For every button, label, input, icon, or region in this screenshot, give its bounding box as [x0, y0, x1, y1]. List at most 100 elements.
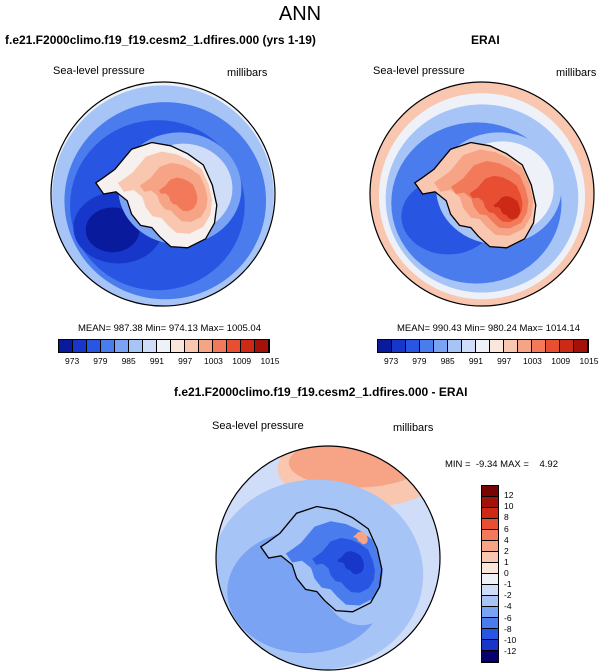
diff-colorbar-tick-label: 12	[504, 490, 514, 501]
obs-colorbar-color-swatch	[490, 340, 504, 352]
obs-colorbar-color-swatch	[532, 340, 546, 352]
model-panel-title: f.e21.F2000climo.f19_f19.cesm2_1.dfires.…	[5, 33, 316, 47]
diff-colorbar-color-swatch	[482, 629, 498, 640]
model-colorbar-color-swatch	[101, 340, 115, 352]
diff-colorbar-tick-label: -1	[504, 579, 512, 590]
diff-colorbar-tick-label: 2	[504, 545, 509, 556]
model-colorbar-color-swatch	[87, 340, 101, 352]
model-colorbar-tick-label: 979	[93, 356, 108, 366]
model-colorbar-color-swatch	[157, 340, 171, 352]
obs-units-label: millibars	[556, 67, 597, 79]
diff-panel-title: f.e21.F2000climo.f19_f19.cesm2_1.dfires.…	[174, 385, 468, 399]
obs-colorbar-color-swatch	[406, 340, 420, 352]
obs-colorbar-ticks: 973 979 985 991 997 1003 1009 1015	[377, 356, 598, 368]
obs-colorbar	[377, 339, 589, 353]
diff-colorbar	[481, 485, 499, 663]
diff-land-band	[312, 537, 375, 593]
model-ocean-band	[85, 207, 140, 253]
diff-colorbar-color-swatch	[482, 607, 498, 618]
obs-colorbar-tick-label: 1015	[579, 356, 599, 366]
diff-colorbar-color-swatch	[482, 497, 498, 508]
diff-colorbar-color-swatch	[482, 618, 498, 629]
model-colorbar-tick-label: 985	[121, 356, 136, 366]
model-colorbar-color-swatch	[241, 340, 255, 352]
obs-colorbar-color-swatch	[504, 340, 518, 352]
diff-colorbar-color-swatch	[482, 651, 498, 662]
obs-colorbar-tick-label: 985	[440, 356, 455, 366]
diff-land-band	[353, 531, 368, 545]
obs-colorbar-tick-label: 997	[497, 356, 512, 366]
diff-colorbar-tick-label: -4	[504, 601, 512, 612]
diff-land-band	[337, 551, 364, 575]
diff-colorbar-color-swatch	[482, 552, 498, 563]
obs-field-label: Sea-level pressure	[373, 65, 465, 77]
model-colorbar-color-swatch	[213, 340, 227, 352]
diff-colorbar-color-swatch	[482, 640, 498, 651]
obs-colorbar-color-swatch	[392, 340, 406, 352]
model-colorbar-color-swatch	[171, 340, 185, 352]
diff-units-label: millibars	[393, 422, 434, 434]
diff-colorbar-tick-label: -8	[504, 623, 512, 634]
model-land-band	[158, 177, 198, 212]
model-colorbar-tick-label: 1009	[232, 356, 252, 366]
model-units-label: millibars	[227, 67, 268, 79]
obs-colorbar-tick-label: 979	[412, 356, 427, 366]
model-colorbar-tick-label: 1015	[260, 356, 280, 366]
obs-colorbar-color-swatch	[546, 340, 560, 352]
model-field-label: Sea-level pressure	[53, 65, 145, 77]
obs-map-border	[369, 81, 595, 307]
obs-colorbar-color-swatch	[462, 340, 476, 352]
obs-colorbar-color-swatch	[448, 340, 462, 352]
obs-colorbar-color-swatch	[434, 340, 448, 352]
diff-colorbar-tick-label: 4	[504, 534, 509, 545]
diff-map-border	[215, 445, 441, 671]
diff-colorbar-color-swatch	[482, 596, 498, 607]
obs-stats: MEAN= 990.43 Min= 980.24 Max= 1014.14	[397, 323, 580, 334]
model-colorbar-color-swatch	[227, 340, 241, 352]
model-colorbar-color-swatch	[199, 340, 213, 352]
diff-colorbar-ticks: 12 10 8 6 4 2 1 0 -1 -2 -4 -6 -8 -10 -12	[504, 485, 534, 663]
model-coastline	[94, 141, 218, 249]
model-colorbar-color-swatch	[143, 340, 157, 352]
obs-colorbar-color-swatch	[476, 340, 490, 352]
obs-colorbar-tick-label: 1009	[551, 356, 571, 366]
obs-coastline	[413, 141, 537, 249]
diff-colorbar-color-swatch	[482, 563, 498, 574]
diff-colorbar-color-swatch	[482, 574, 498, 585]
model-colorbar-ticks: 973 979 985 991 997 1003 1009 1015	[58, 356, 279, 368]
model-colorbar-color-swatch	[255, 340, 269, 352]
model-colorbar-tick-label: 997	[178, 356, 193, 366]
model-colorbar-color-swatch	[129, 340, 143, 352]
obs-colorbar-tick-label: 973	[384, 356, 399, 366]
model-colorbar-color-swatch	[59, 340, 73, 352]
diff-colorbar-tick-label: -12	[504, 645, 517, 656]
diff-colorbar-tick-label: 8	[504, 512, 509, 523]
diff-field-label: Sea-level pressure	[212, 420, 304, 432]
obs-panel-title: ERAI	[471, 33, 500, 47]
diff-stats: MIN = -9.34 MAX = 4.92	[445, 459, 558, 470]
obs-colorbar-color-swatch	[420, 340, 434, 352]
obs-colorbar-color-swatch	[518, 340, 532, 352]
diff-colorbar-tick-label: 0	[504, 568, 509, 578]
obs-colorbar-tick-label: 991	[468, 356, 484, 366]
obs-colorbar-tick-label: 1003	[522, 356, 542, 366]
model-colorbar-color-swatch	[73, 340, 87, 352]
model-map-border	[50, 81, 276, 307]
diff-colorbar-tick-label: 6	[504, 523, 509, 534]
model-colorbar	[58, 339, 270, 353]
diff-colorbar-tick-label: 10	[504, 501, 514, 512]
diff-colorbar-color-swatch	[482, 585, 498, 596]
model-colorbar-color-swatch	[185, 340, 199, 352]
diff-colorbar-color-swatch	[482, 508, 498, 519]
diff-colorbar-tick-label: -10	[504, 634, 517, 645]
obs-colorbar-color-swatch	[574, 340, 588, 352]
diff-colorbar-tick-label: 1	[504, 556, 509, 567]
model-stats: MEAN= 987.38 Min= 974.13 Max= 1005.04	[78, 323, 261, 334]
model-colorbar-tick-label: 973	[65, 356, 80, 366]
obs-land-band	[493, 196, 521, 220]
model-colorbar-tick-label: 991	[149, 356, 165, 366]
model-colorbar-color-swatch	[115, 340, 129, 352]
